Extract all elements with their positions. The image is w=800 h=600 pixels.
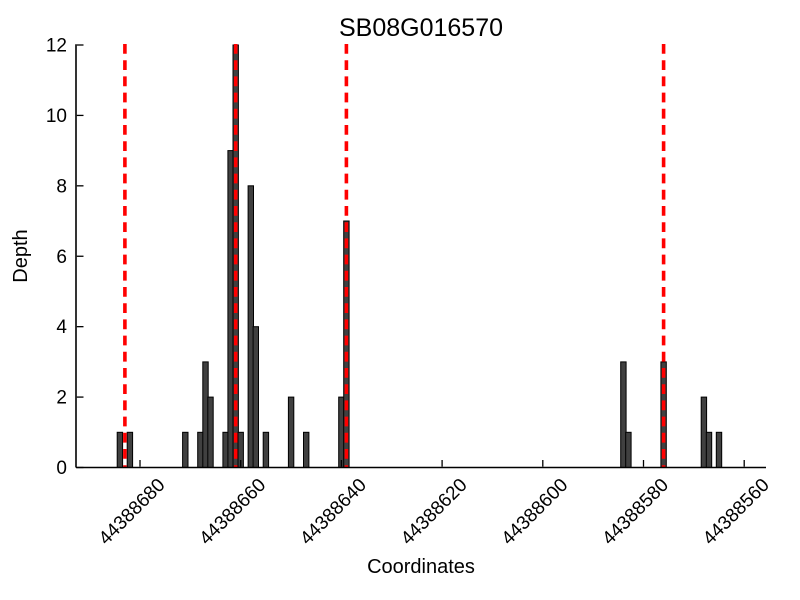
depth-bar: [116, 431, 124, 468]
x-ticks-layer: 44388680 44388660 44388640 44388620 44388600…: [95, 460, 774, 549]
depth-bar: [303, 431, 310, 468]
depth-bar: [715, 431, 723, 468]
marker-lines-layer: [123, 44, 666, 467]
y-tick-label: 4: [56, 317, 67, 338]
x-tick-label: 44388660: [196, 475, 271, 550]
depth-bar: [287, 396, 295, 469]
y-tick-label: 0: [56, 458, 67, 479]
y-tick-label: 8: [56, 176, 67, 197]
depth-bar: [262, 431, 270, 468]
y-tick-label: 10: [46, 106, 67, 127]
x-tick-label: 44388640: [296, 475, 371, 550]
depth-bar: [126, 431, 134, 468]
bars-layer: [116, 44, 723, 469]
x-tick-label: 44388560: [699, 475, 774, 550]
y-tick-label: 2: [56, 388, 67, 409]
y-ticks-layer: 0 2 4 6 8 10 12: [46, 36, 84, 479]
chart-title: SB08G016570: [339, 14, 503, 42]
x-tick-label: 44388580: [598, 475, 673, 550]
depth-bar: [252, 326, 260, 469]
x-tick-label: 44388600: [498, 475, 573, 550]
y-axis-label: Depth: [10, 229, 32, 282]
depth-bar: [625, 431, 632, 468]
x-tick-label: 44388680: [95, 475, 170, 550]
depth-bar: [207, 396, 214, 469]
depth-bar: [700, 396, 708, 469]
depth-bar: [197, 431, 204, 468]
x-tick-label: 44388620: [397, 475, 472, 550]
y-tick-label: 6: [56, 247, 67, 268]
depth-bar: [182, 431, 189, 468]
depth-bar: [227, 150, 234, 468]
y-tick-label: 12: [46, 36, 67, 57]
x-axis-label: Coordinates: [367, 556, 475, 578]
axes-layer: [75, 44, 766, 469]
depth-bar: [705, 431, 713, 468]
